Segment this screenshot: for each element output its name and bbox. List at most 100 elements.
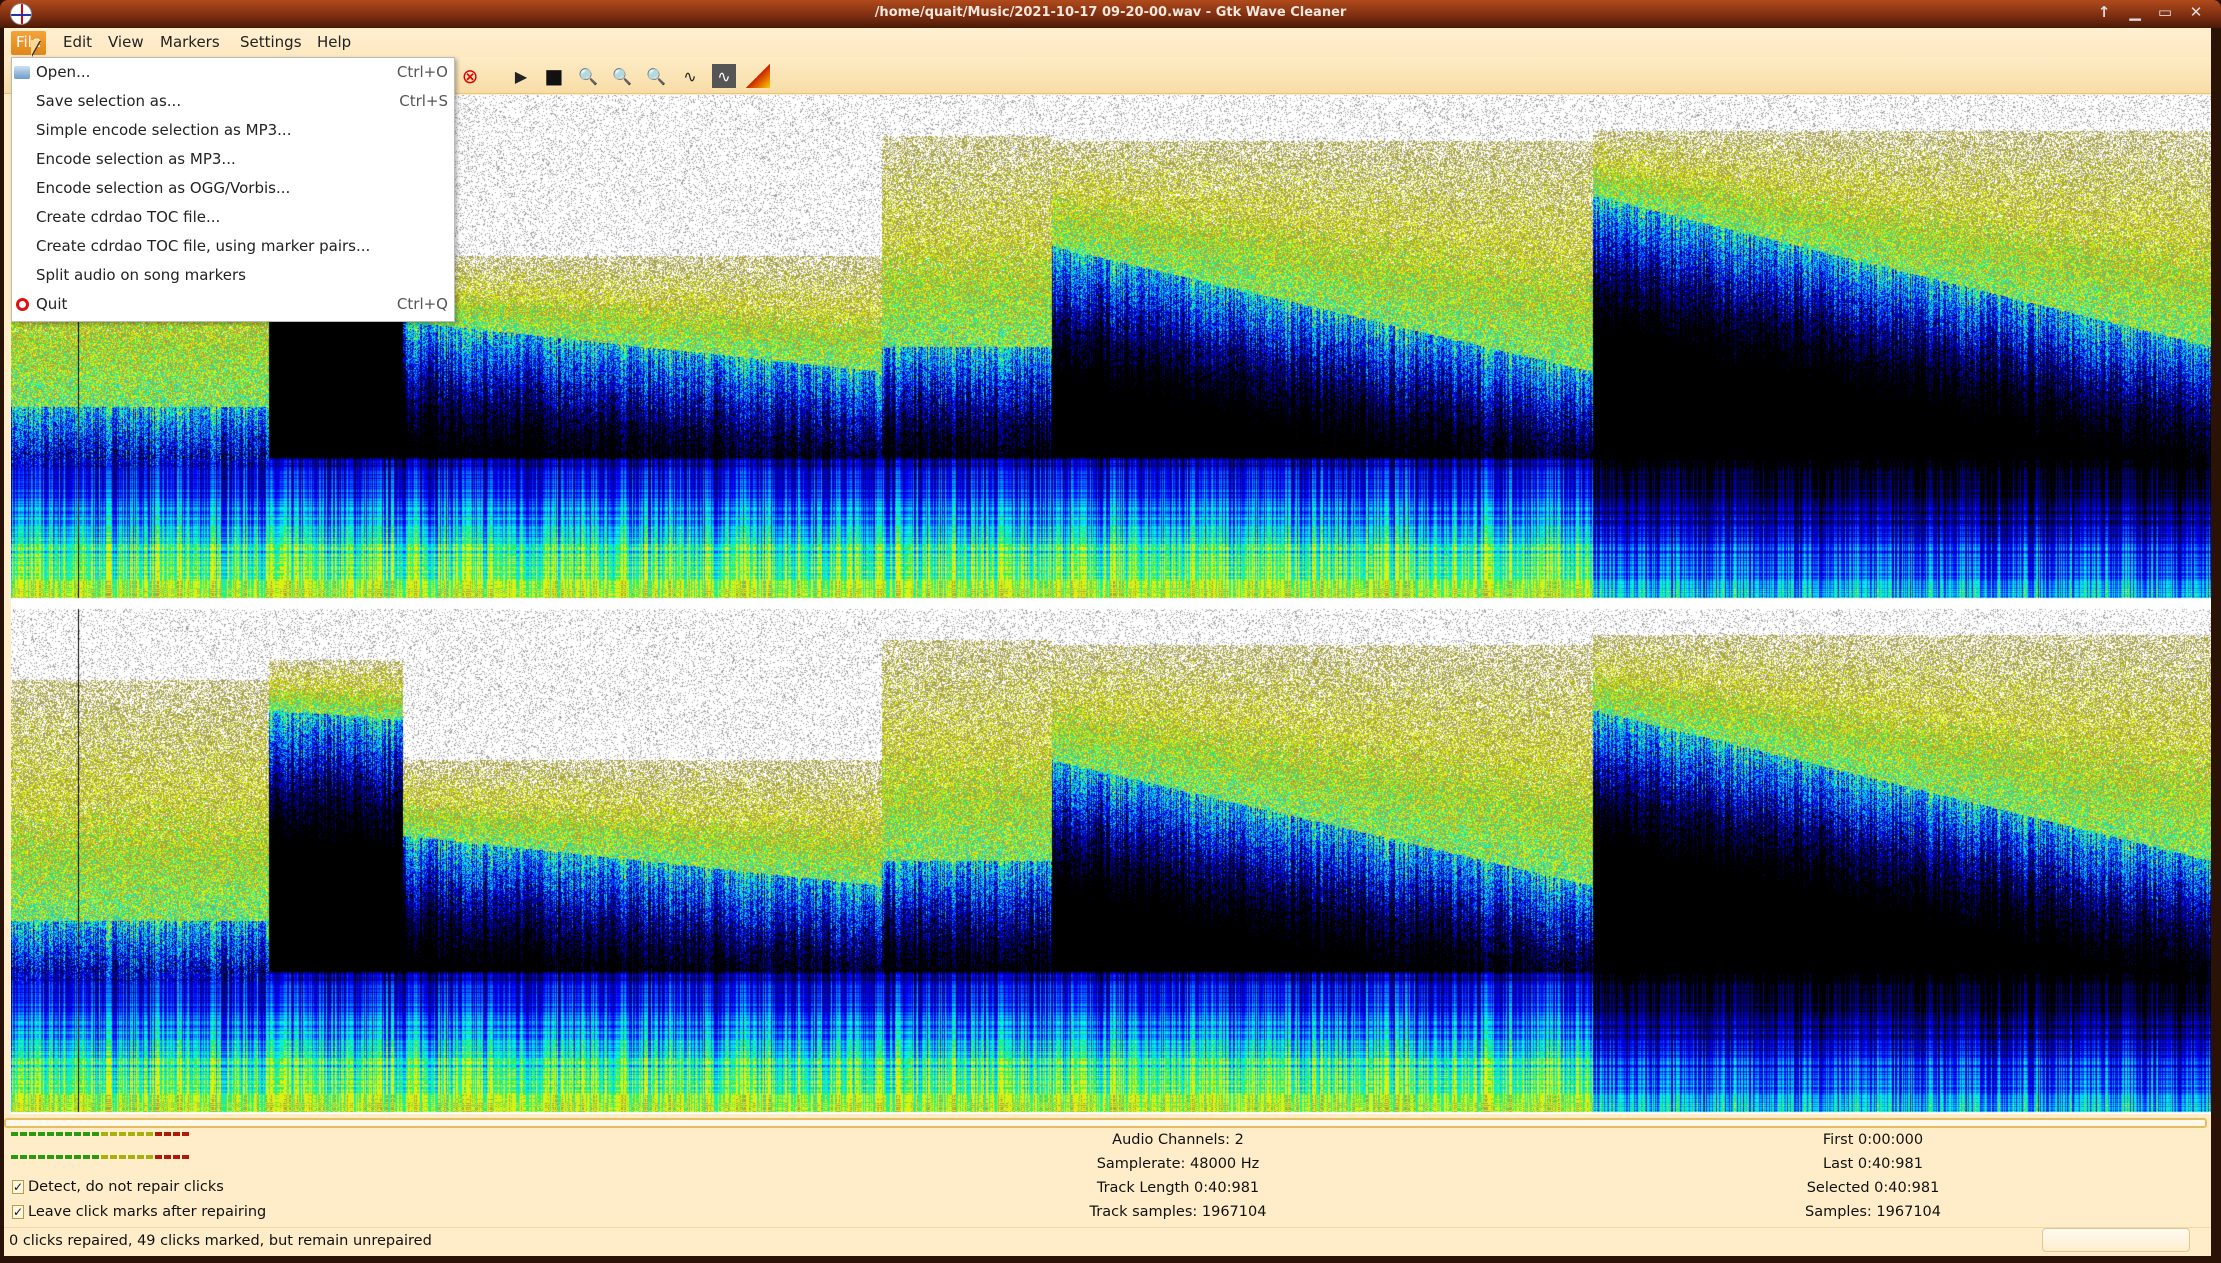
meter-segment	[101, 1132, 108, 1136]
selection-last: Last 0:40:981	[1823, 1156, 1923, 1172]
waveform-view-icon[interactable]: ∿	[683, 66, 697, 86]
menu-file[interactable]: File	[11, 31, 47, 55]
window-title: /home/quait/Music/2021-10-17 09-20-00.wa…	[874, 5, 1347, 20]
menu-edit[interactable]: Edit	[63, 33, 93, 51]
meter-segment	[38, 1132, 45, 1136]
menu-help[interactable]: Help	[317, 33, 352, 51]
menu-item-shortcut: Ctrl+Q	[396, 295, 448, 313]
meter-segment	[74, 1132, 81, 1136]
menu-settings[interactable]: Settings	[240, 33, 302, 51]
vu-meter-left	[11, 1132, 189, 1136]
meter-segment	[137, 1155, 144, 1159]
meter-segment	[20, 1132, 27, 1136]
menu-item-label: Simple encode selection as MP3...	[36, 121, 292, 139]
track-samples: Track samples: 1967104	[1089, 1204, 1267, 1220]
menu-item-quit[interactable]: Quit Ctrl+Q	[12, 290, 454, 319]
samplerate: Samplerate: 48000 Hz	[1096, 1156, 1260, 1172]
keep-above-icon[interactable]: ↑	[2097, 3, 2111, 21]
track-length: Track Length 0:40:981	[1096, 1180, 1260, 1196]
meter-segment	[83, 1132, 90, 1136]
menu-item-label: Quit	[36, 295, 68, 313]
meter-segment	[101, 1155, 108, 1159]
meter-segment	[173, 1155, 180, 1159]
menu-item-create-toc-marker-pairs[interactable]: Create cdrdao TOC file, using marker pai…	[12, 232, 454, 261]
meter-segment	[47, 1132, 54, 1136]
meter-segment	[65, 1155, 72, 1159]
meter-segment	[56, 1155, 63, 1159]
checkmark-icon[interactable]: ✓	[12, 1180, 24, 1194]
meter-segment	[110, 1132, 117, 1136]
meter-segment	[29, 1155, 36, 1159]
menu-item-create-toc[interactable]: Create cdrdao TOC file...	[12, 203, 454, 232]
spectrogram-display[interactable]	[11, 95, 2211, 1114]
menu-item-split-audio[interactable]: Split audio on song markers	[12, 261, 454, 290]
menu-item-shortcut: Ctrl+O	[396, 63, 448, 81]
meter-segment	[182, 1155, 189, 1159]
meter-segment	[11, 1132, 18, 1136]
zoom-selection-icon[interactable]: 🔍	[578, 66, 598, 86]
zoom-in-icon[interactable]: 🔍	[612, 66, 632, 86]
spectrogram-view-icon[interactable]	[746, 64, 770, 88]
app-icon[interactable]	[10, 3, 32, 25]
zoom-out-icon[interactable]: 🔍	[646, 66, 666, 86]
meter-segment	[155, 1132, 162, 1136]
meter-segment	[83, 1155, 90, 1159]
close-icon[interactable]: ✕	[2189, 3, 2203, 21]
menu-item-label: Split audio on song markers	[36, 266, 246, 284]
leave-marks-checkbox[interactable]: ✓ Leave click marks after repairing	[12, 1204, 266, 1220]
play-icon[interactable]: ▶	[514, 66, 528, 86]
meter-segment	[29, 1132, 36, 1136]
meter-segment	[146, 1155, 153, 1159]
title-bar: /home/quait/Music/2021-10-17 09-20-00.wa…	[0, 0, 2221, 28]
meter-segment	[20, 1155, 27, 1159]
menu-item-save-selection[interactable]: Save selection as... Ctrl+S	[12, 87, 454, 116]
menu-view[interactable]: View	[108, 33, 144, 51]
menu-item-label: Save selection as...	[36, 92, 182, 110]
meter-segment	[182, 1132, 189, 1136]
audio-channels: Audio Channels: 2	[1112, 1132, 1244, 1148]
selection-samples: Samples: 1967104	[1805, 1204, 1941, 1220]
meter-segment	[173, 1132, 180, 1136]
detect-only-checkbox[interactable]: ✓ Detect, do not repair clicks	[12, 1179, 224, 1195]
folder-icon	[14, 66, 30, 79]
checkmark-icon[interactable]: ✓	[12, 1205, 24, 1219]
status-text: 0 clicks repaired, 49 clicks marked, but…	[9, 1233, 432, 1249]
meter-segment	[119, 1155, 126, 1159]
meter-segment	[128, 1132, 135, 1136]
mouse-cursor	[31, 40, 40, 56]
menu-item-label: Encode selection as MP3...	[36, 150, 236, 168]
horizontal-scrollbar[interactable]	[4, 1118, 2207, 1128]
meter-segment	[56, 1132, 63, 1136]
menu-item-shortcut: Ctrl+S	[399, 92, 448, 110]
resize-grip[interactable]	[2042, 1228, 2190, 1252]
meter-segment	[119, 1132, 126, 1136]
menu-item-encode-mp3[interactable]: Encode selection as MP3...	[12, 145, 454, 174]
meter-segment	[11, 1155, 18, 1159]
menu-item-encode-ogg[interactable]: Encode selection as OGG/Vorbis...	[12, 174, 454, 203]
meter-segment	[164, 1132, 171, 1136]
waveform-dark-view-icon[interactable]: ∿	[712, 64, 736, 88]
stop-icon[interactable]: ■	[544, 64, 564, 88]
meter-segment	[137, 1132, 144, 1136]
status-bar: 0 clicks repaired, 49 clicks marked, but…	[4, 1227, 2211, 1254]
meter-segment	[146, 1132, 153, 1136]
meter-segment	[164, 1155, 171, 1159]
menu-item-simple-encode-mp3[interactable]: Simple encode selection as MP3...	[12, 116, 454, 145]
menu-item-label: Open...	[36, 63, 91, 81]
checkbox-label: Detect, do not repair clicks	[28, 1179, 224, 1195]
menu-item-label: Create cdrdao TOC file...	[36, 208, 221, 226]
minimize-icon[interactable]: ▁	[2129, 3, 2141, 21]
menu-item-open[interactable]: Open... Ctrl+O	[12, 58, 454, 87]
selection-length: Selected 0:40:981	[1806, 1180, 1940, 1196]
menu-item-label: Encode selection as OGG/Vorbis...	[36, 179, 291, 197]
cancel-icon[interactable]: ⊗	[461, 64, 479, 88]
meter-segment	[38, 1155, 45, 1159]
menu-bar: File Edit View Markers Settings Help	[4, 28, 2211, 57]
meter-segment	[74, 1155, 81, 1159]
maximize-icon[interactable]: ▭	[2157, 3, 2173, 21]
quit-icon	[16, 298, 29, 311]
menu-markers[interactable]: Markers	[160, 33, 220, 51]
meter-segment	[155, 1155, 162, 1159]
meter-segment	[65, 1132, 72, 1136]
meter-segment	[110, 1155, 117, 1159]
